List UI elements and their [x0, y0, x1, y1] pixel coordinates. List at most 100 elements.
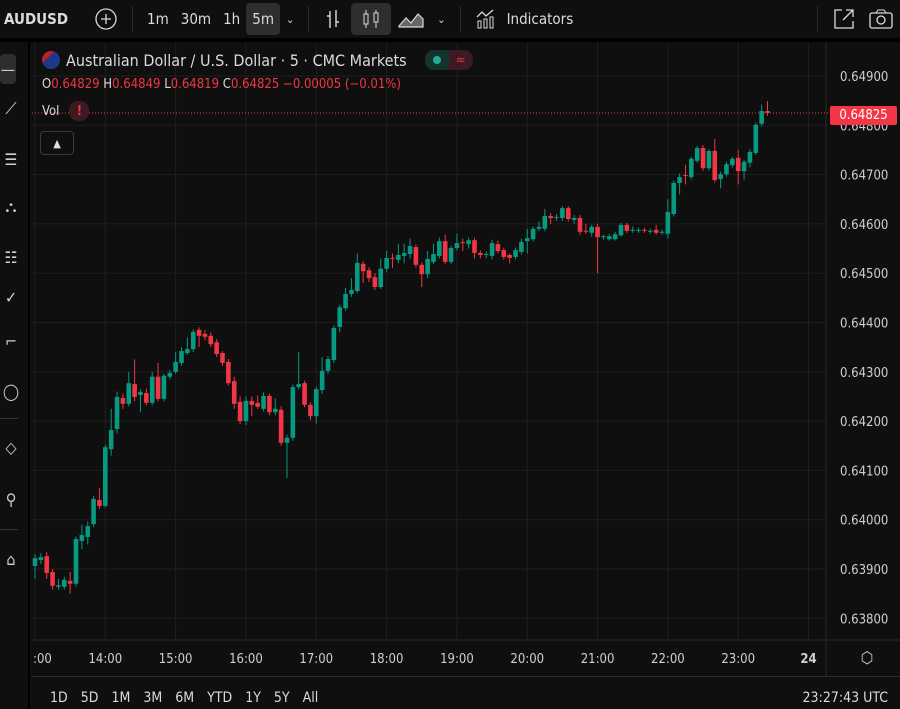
candle-body — [378, 268, 384, 288]
candle — [483, 251, 489, 259]
interval-30m[interactable]: 30m — [180, 10, 212, 28]
range-3m[interactable]: 3M — [143, 690, 163, 706]
date-range-bar: 1D 5D 1M 3M 6M YTD 1Y 5Y All — [50, 690, 318, 706]
candle-body — [589, 226, 594, 233]
pattern-tool-icon[interactable]: ⛬ — [5, 197, 17, 216]
ruler-icon[interactable]: ◇ — [5, 437, 17, 457]
candle — [431, 243, 436, 265]
range-1y[interactable]: 1Y — [245, 690, 261, 706]
market-status-badge[interactable] — [424, 50, 449, 70]
candle-body — [308, 404, 313, 417]
timezone-clock[interactable]: 23:27:43 UTC — [802, 690, 888, 706]
y-tick-label: 0.63900 — [840, 563, 888, 578]
candle — [542, 209, 548, 232]
interval-5m[interactable]: 5m — [246, 3, 280, 35]
range-all[interactable]: All — [302, 690, 319, 706]
range-1m[interactable]: 1M — [111, 690, 131, 706]
candle-body — [67, 580, 73, 584]
candle — [372, 273, 378, 290]
bars-style-button[interactable] — [317, 3, 351, 35]
candle — [50, 569, 55, 590]
range-5y[interactable]: 5Y — [273, 690, 290, 706]
candle-body — [565, 208, 571, 219]
candle-body — [85, 526, 91, 537]
change-value: −0.00005 (−0.01%) — [283, 77, 401, 92]
candle-body — [741, 161, 747, 172]
screenshot-button[interactable] — [862, 3, 900, 35]
candle — [565, 206, 571, 222]
lock-drawings-icon[interactable]: ⌂ — [6, 549, 16, 569]
projection-tool-icon[interactable]: ☷ — [4, 247, 18, 267]
candle — [700, 145, 706, 171]
candle-body — [448, 248, 454, 262]
data-status-badge[interactable]: ≈ — [448, 50, 473, 70]
candle-body — [618, 224, 624, 236]
chart-type-dropdown[interactable]: ⌄ — [431, 3, 451, 35]
candle — [671, 180, 677, 217]
candle-body — [724, 164, 729, 175]
range-5d[interactable]: 5D — [80, 690, 99, 706]
candle-body — [519, 242, 524, 253]
range-1d[interactable]: 1D — [50, 690, 68, 706]
x-tick-label: 22:00 — [651, 652, 685, 667]
candle-body — [202, 333, 208, 337]
text-tool-icon[interactable]: ⌐ — [4, 331, 18, 351]
candle-body — [173, 361, 178, 372]
candle-body — [407, 246, 413, 254]
zoom-icon[interactable]: ⚲ — [5, 489, 17, 509]
external-link-icon — [834, 9, 854, 29]
divider — [308, 6, 310, 32]
range-6m[interactable]: 6M — [175, 690, 195, 706]
candle — [249, 396, 255, 417]
divider — [817, 6, 818, 32]
candle — [396, 243, 401, 264]
y-tick-label: 0.64700 — [840, 169, 888, 184]
interval-1m[interactable]: 1m — [147, 10, 169, 28]
emoji-tool-icon[interactable]: ◯ — [2, 381, 20, 401]
candle-body — [606, 236, 612, 240]
candles-style-button[interactable] — [351, 3, 392, 35]
candle — [56, 578, 61, 590]
close-label: C — [222, 77, 231, 92]
x-tick-label: 14:00 — [88, 652, 122, 667]
candle-body — [671, 182, 677, 215]
candle — [636, 227, 641, 233]
interval-dropdown[interactable]: ⌄ — [280, 3, 300, 35]
candle-body — [79, 534, 85, 541]
area-style-button[interactable] — [391, 3, 431, 35]
indicators-button[interactable]: Indicators — [469, 3, 580, 35]
candle-body — [530, 228, 536, 240]
fib-tool-icon[interactable]: ☰ — [4, 149, 18, 169]
trend-line-icon[interactable]: ⟋ — [5, 99, 17, 118]
cursor-tool-icon[interactable]: — — [0, 54, 16, 84]
candle-body — [759, 111, 764, 124]
drawing-toolbar: — ⟋ ☰ ⛬ ☷ ✓ ⌐ ◯ ◇ ⚲ ⌂ — [0, 42, 30, 709]
candle-body — [507, 254, 512, 258]
brush-tool-icon[interactable]: ✓ — [4, 287, 18, 307]
candle-body — [472, 240, 477, 253]
candle — [648, 228, 653, 234]
collapse-legend-button[interactable]: ▲ — [40, 131, 74, 155]
open-external-button[interactable] — [826, 3, 862, 35]
volume-warning-icon[interactable]: ! — [69, 101, 90, 121]
high-label: H — [103, 77, 113, 92]
candle-body — [542, 216, 548, 229]
candle — [267, 393, 272, 416]
range-ytd[interactable]: YTD — [207, 690, 233, 706]
symbol-search[interactable]: AUDUSD — [4, 10, 69, 28]
candle-body — [132, 384, 137, 397]
volume-label[interactable]: Vol — [42, 103, 60, 119]
chart-settings-button[interactable]: ⬡ — [857, 648, 877, 668]
interval-1h[interactable]: 1h — [223, 10, 241, 28]
candle-body — [91, 498, 96, 525]
candle-body — [343, 293, 348, 309]
chart-title[interactable]: Australian Dollar / U.S. Dollar · 5 · CM… — [66, 50, 407, 70]
candle-body — [735, 157, 741, 172]
compare-add-button[interactable] — [88, 3, 124, 35]
candle-body — [694, 147, 700, 161]
candle — [226, 358, 231, 386]
candle — [437, 237, 442, 259]
candle — [126, 371, 132, 407]
chart-legend: Australian Dollar / U.S. Dollar · 5 · CM… — [42, 50, 473, 70]
